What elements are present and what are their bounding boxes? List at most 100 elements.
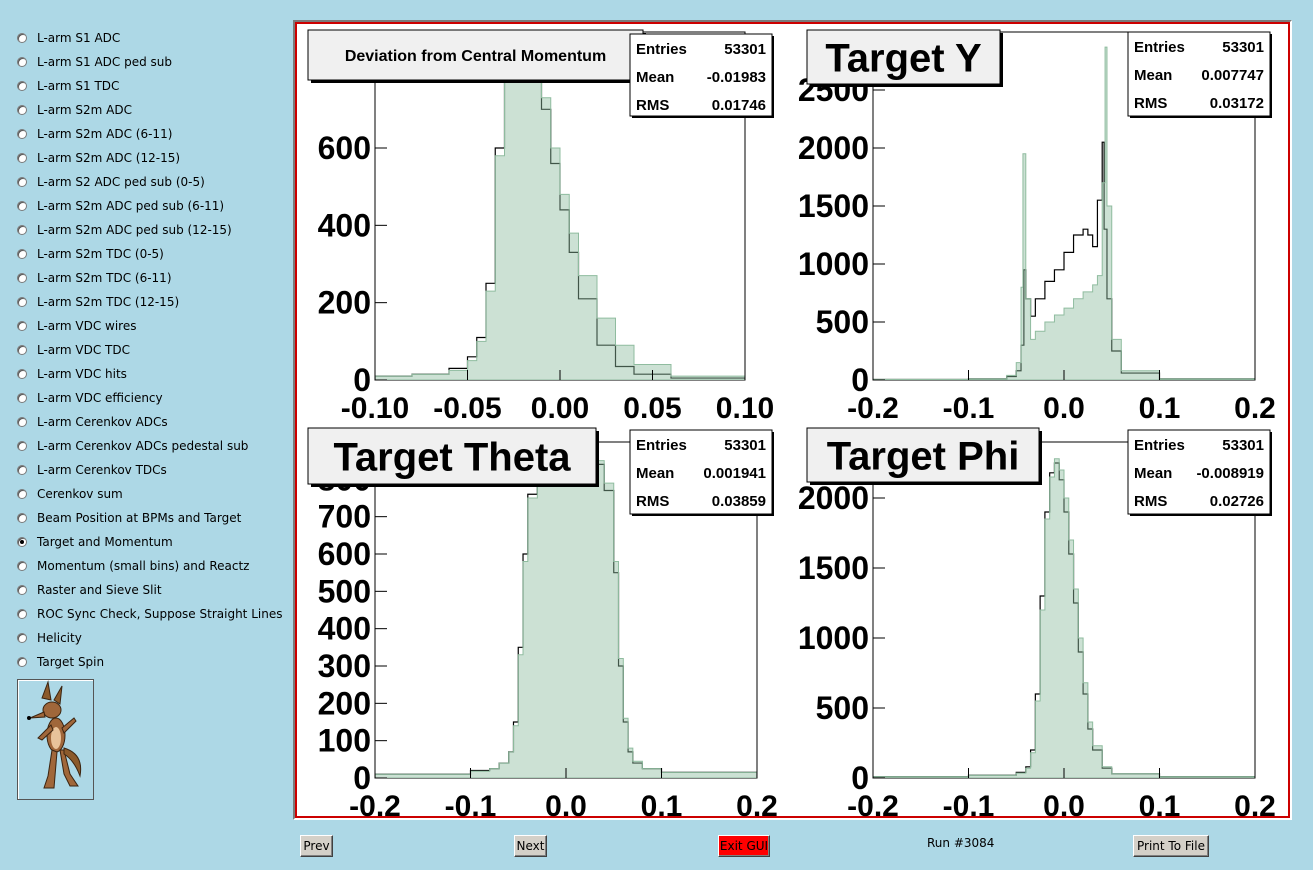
stats-box xyxy=(1127,31,1271,117)
radio-button-icon[interactable] xyxy=(17,537,27,547)
radio-option[interactable]: L-arm S2m ADC (12-15) xyxy=(17,148,180,168)
radio-button-icon[interactable] xyxy=(17,297,27,307)
exit-gui-button[interactable]: Exit GUI xyxy=(718,835,770,857)
next-button[interactable]: Next xyxy=(514,835,547,857)
y-tick-label: 100 xyxy=(318,723,371,759)
radio-button-icon[interactable] xyxy=(17,657,27,667)
radio-option[interactable]: L-arm S2m ADC (6-11) xyxy=(17,124,172,144)
radio-option[interactable]: L-arm VDC wires xyxy=(17,316,136,336)
stats-label: RMS xyxy=(1134,493,1167,510)
radio-option[interactable]: Helicity xyxy=(17,628,82,648)
radio-button-icon[interactable] xyxy=(17,513,27,523)
x-tick-label: 0.2 xyxy=(1234,790,1276,818)
radio-button-icon[interactable] xyxy=(17,177,27,187)
x-tick-label: -0.1 xyxy=(943,392,995,425)
radio-button-icon[interactable] xyxy=(17,393,27,403)
radio-label: L-arm VDC TDC xyxy=(37,343,130,357)
radio-button-icon[interactable] xyxy=(17,225,27,235)
histogram-pad[interactable]: -0.2 -0.1 0.0 0.1 0.205001000150020002500Tar… xyxy=(798,29,1276,425)
radio-option[interactable]: L-arm Cerenkov TDCs xyxy=(17,460,167,480)
prev-button[interactable]: Prev xyxy=(300,835,333,857)
y-tick-label: 1500 xyxy=(798,188,869,224)
radio-label: Cerenkov sum xyxy=(37,487,123,501)
radio-button-icon[interactable] xyxy=(17,81,27,91)
radio-button-icon[interactable] xyxy=(17,129,27,139)
histogram-pad[interactable]: -0.2 -0.1 0.0 0.1 0.2 0 500 1000 1500 2000Target … xyxy=(798,427,1276,818)
radio-option[interactable]: L-arm VDC efficiency xyxy=(17,388,163,408)
radio-button-icon[interactable] xyxy=(17,345,27,355)
canvas-frame xyxy=(293,20,1292,820)
x-tick-label: -0.05 xyxy=(433,392,501,425)
stats-value: 0.03859 xyxy=(712,493,766,510)
y-tick-label: 0 xyxy=(851,362,869,398)
radio-label: L-arm VDC efficiency xyxy=(37,391,163,405)
radio-button-icon[interactable] xyxy=(17,153,27,163)
radio-option[interactable]: L-arm S1 ADC ped sub xyxy=(17,52,172,72)
radio-button-icon[interactable] xyxy=(17,609,27,619)
stats-label: RMS xyxy=(1134,95,1167,112)
radio-option[interactable]: L-arm S2m TDC (12-15) xyxy=(17,292,179,312)
plot-area xyxy=(873,46,1255,380)
radio-option[interactable]: L-arm S2m ADC xyxy=(17,100,132,120)
radio-option[interactable]: L-arm S2 ADC ped sub (0-5) xyxy=(17,172,205,192)
radio-button-icon[interactable] xyxy=(17,441,27,451)
radio-option[interactable]: Cerenkov sum xyxy=(17,484,123,504)
histogram-pad[interactable]: -0.10-0.050.000.050.100200400600800Devia… xyxy=(307,22,774,425)
x-tick-label: -0.1 xyxy=(445,790,497,818)
radio-label: L-arm S2m TDC (12-15) xyxy=(37,295,180,309)
y-tick-label: 0 xyxy=(851,760,869,796)
radio-button-icon[interactable] xyxy=(17,201,27,211)
histogram-pad[interactable]: -0.2-0.10.00.10.201002003004005006007008… xyxy=(307,427,778,818)
radio-button-icon[interactable] xyxy=(17,369,27,379)
radio-label: Target and Momentum xyxy=(37,535,173,549)
radio-option[interactable]: ROC Sync Check, Suppose Straight Lines xyxy=(17,604,282,624)
radio-button-icon[interactable] xyxy=(17,273,27,283)
radio-option[interactable]: L-arm S2m TDC (6-11) xyxy=(17,268,172,288)
x-tick-label: 0.0 xyxy=(545,790,587,818)
radio-option[interactable]: L-arm VDC TDC xyxy=(17,340,130,360)
y-tick-label: 400 xyxy=(318,611,371,647)
x-tick-label: 0.05 xyxy=(623,392,681,425)
y-tick-label: 2000 xyxy=(798,130,869,166)
radio-label: L-arm S2m ADC ped sub (12-15) xyxy=(37,223,232,237)
radio-option[interactable]: Target and Momentum xyxy=(17,532,173,552)
x-tick-label: -0.2 xyxy=(847,790,899,818)
radio-button-icon[interactable] xyxy=(17,465,27,475)
radio-label: L-arm S2m ADC xyxy=(37,103,132,117)
stats-label: Entries xyxy=(636,41,687,58)
radio-option[interactable]: L-arm Cerenkov ADCs pedestal sub xyxy=(17,436,248,456)
radio-button-icon[interactable] xyxy=(17,105,27,115)
radio-button-icon[interactable] xyxy=(17,585,27,595)
histogram-canvas[interactable]: -0.10-0.050.000.050.100200400600800Devia… xyxy=(295,22,1290,818)
radio-option[interactable]: Target Spin xyxy=(17,652,104,672)
histogram-series-filled xyxy=(873,458,1255,778)
radio-label: L-arm S2m TDC (0-5) xyxy=(37,247,164,261)
radio-button-icon[interactable] xyxy=(17,417,27,427)
radio-option[interactable]: L-arm VDC hits xyxy=(17,364,127,384)
radio-label: L-arm S2m ADC (12-15) xyxy=(37,151,181,165)
radio-button-icon[interactable] xyxy=(17,561,27,571)
print-to-file-button[interactable]: Print To File xyxy=(1133,835,1209,857)
radio-option[interactable]: L-arm S1 TDC xyxy=(17,76,119,96)
radio-button-icon[interactable] xyxy=(17,57,27,67)
radio-label: Momentum (small bins) and Reactz xyxy=(37,559,250,573)
stats-label: Entries xyxy=(1134,437,1185,454)
radio-option[interactable]: L-arm S2m ADC ped sub (6-11) xyxy=(17,196,224,216)
radio-label: L-arm S2m ADC (6-11) xyxy=(37,127,173,141)
radio-button-icon[interactable] xyxy=(17,33,27,43)
radio-button-icon[interactable] xyxy=(17,489,27,499)
x-tick-label: 0.0 xyxy=(1043,790,1085,818)
radio-option[interactable]: Momentum (small bins) and Reactz xyxy=(17,556,249,576)
x-tick-label: 0.0 xyxy=(1043,392,1085,425)
radio-option[interactable]: L-arm S2m TDC (0-5) xyxy=(17,244,164,264)
radio-option[interactable]: L-arm S2m ADC ped sub (12-15) xyxy=(17,220,232,240)
x-tick-label: 0.2 xyxy=(736,790,778,818)
radio-label: L-arm VDC hits xyxy=(37,367,127,381)
radio-option[interactable]: L-arm Cerenkov ADCs xyxy=(17,412,168,432)
radio-button-icon[interactable] xyxy=(17,249,27,259)
radio-option[interactable]: Beam Position at BPMs and Target xyxy=(17,508,241,528)
radio-button-icon[interactable] xyxy=(17,321,27,331)
radio-button-icon[interactable] xyxy=(17,633,27,643)
radio-option[interactable]: L-arm S1 ADC xyxy=(17,28,120,48)
radio-option[interactable]: Raster and Sieve Slit xyxy=(17,580,162,600)
